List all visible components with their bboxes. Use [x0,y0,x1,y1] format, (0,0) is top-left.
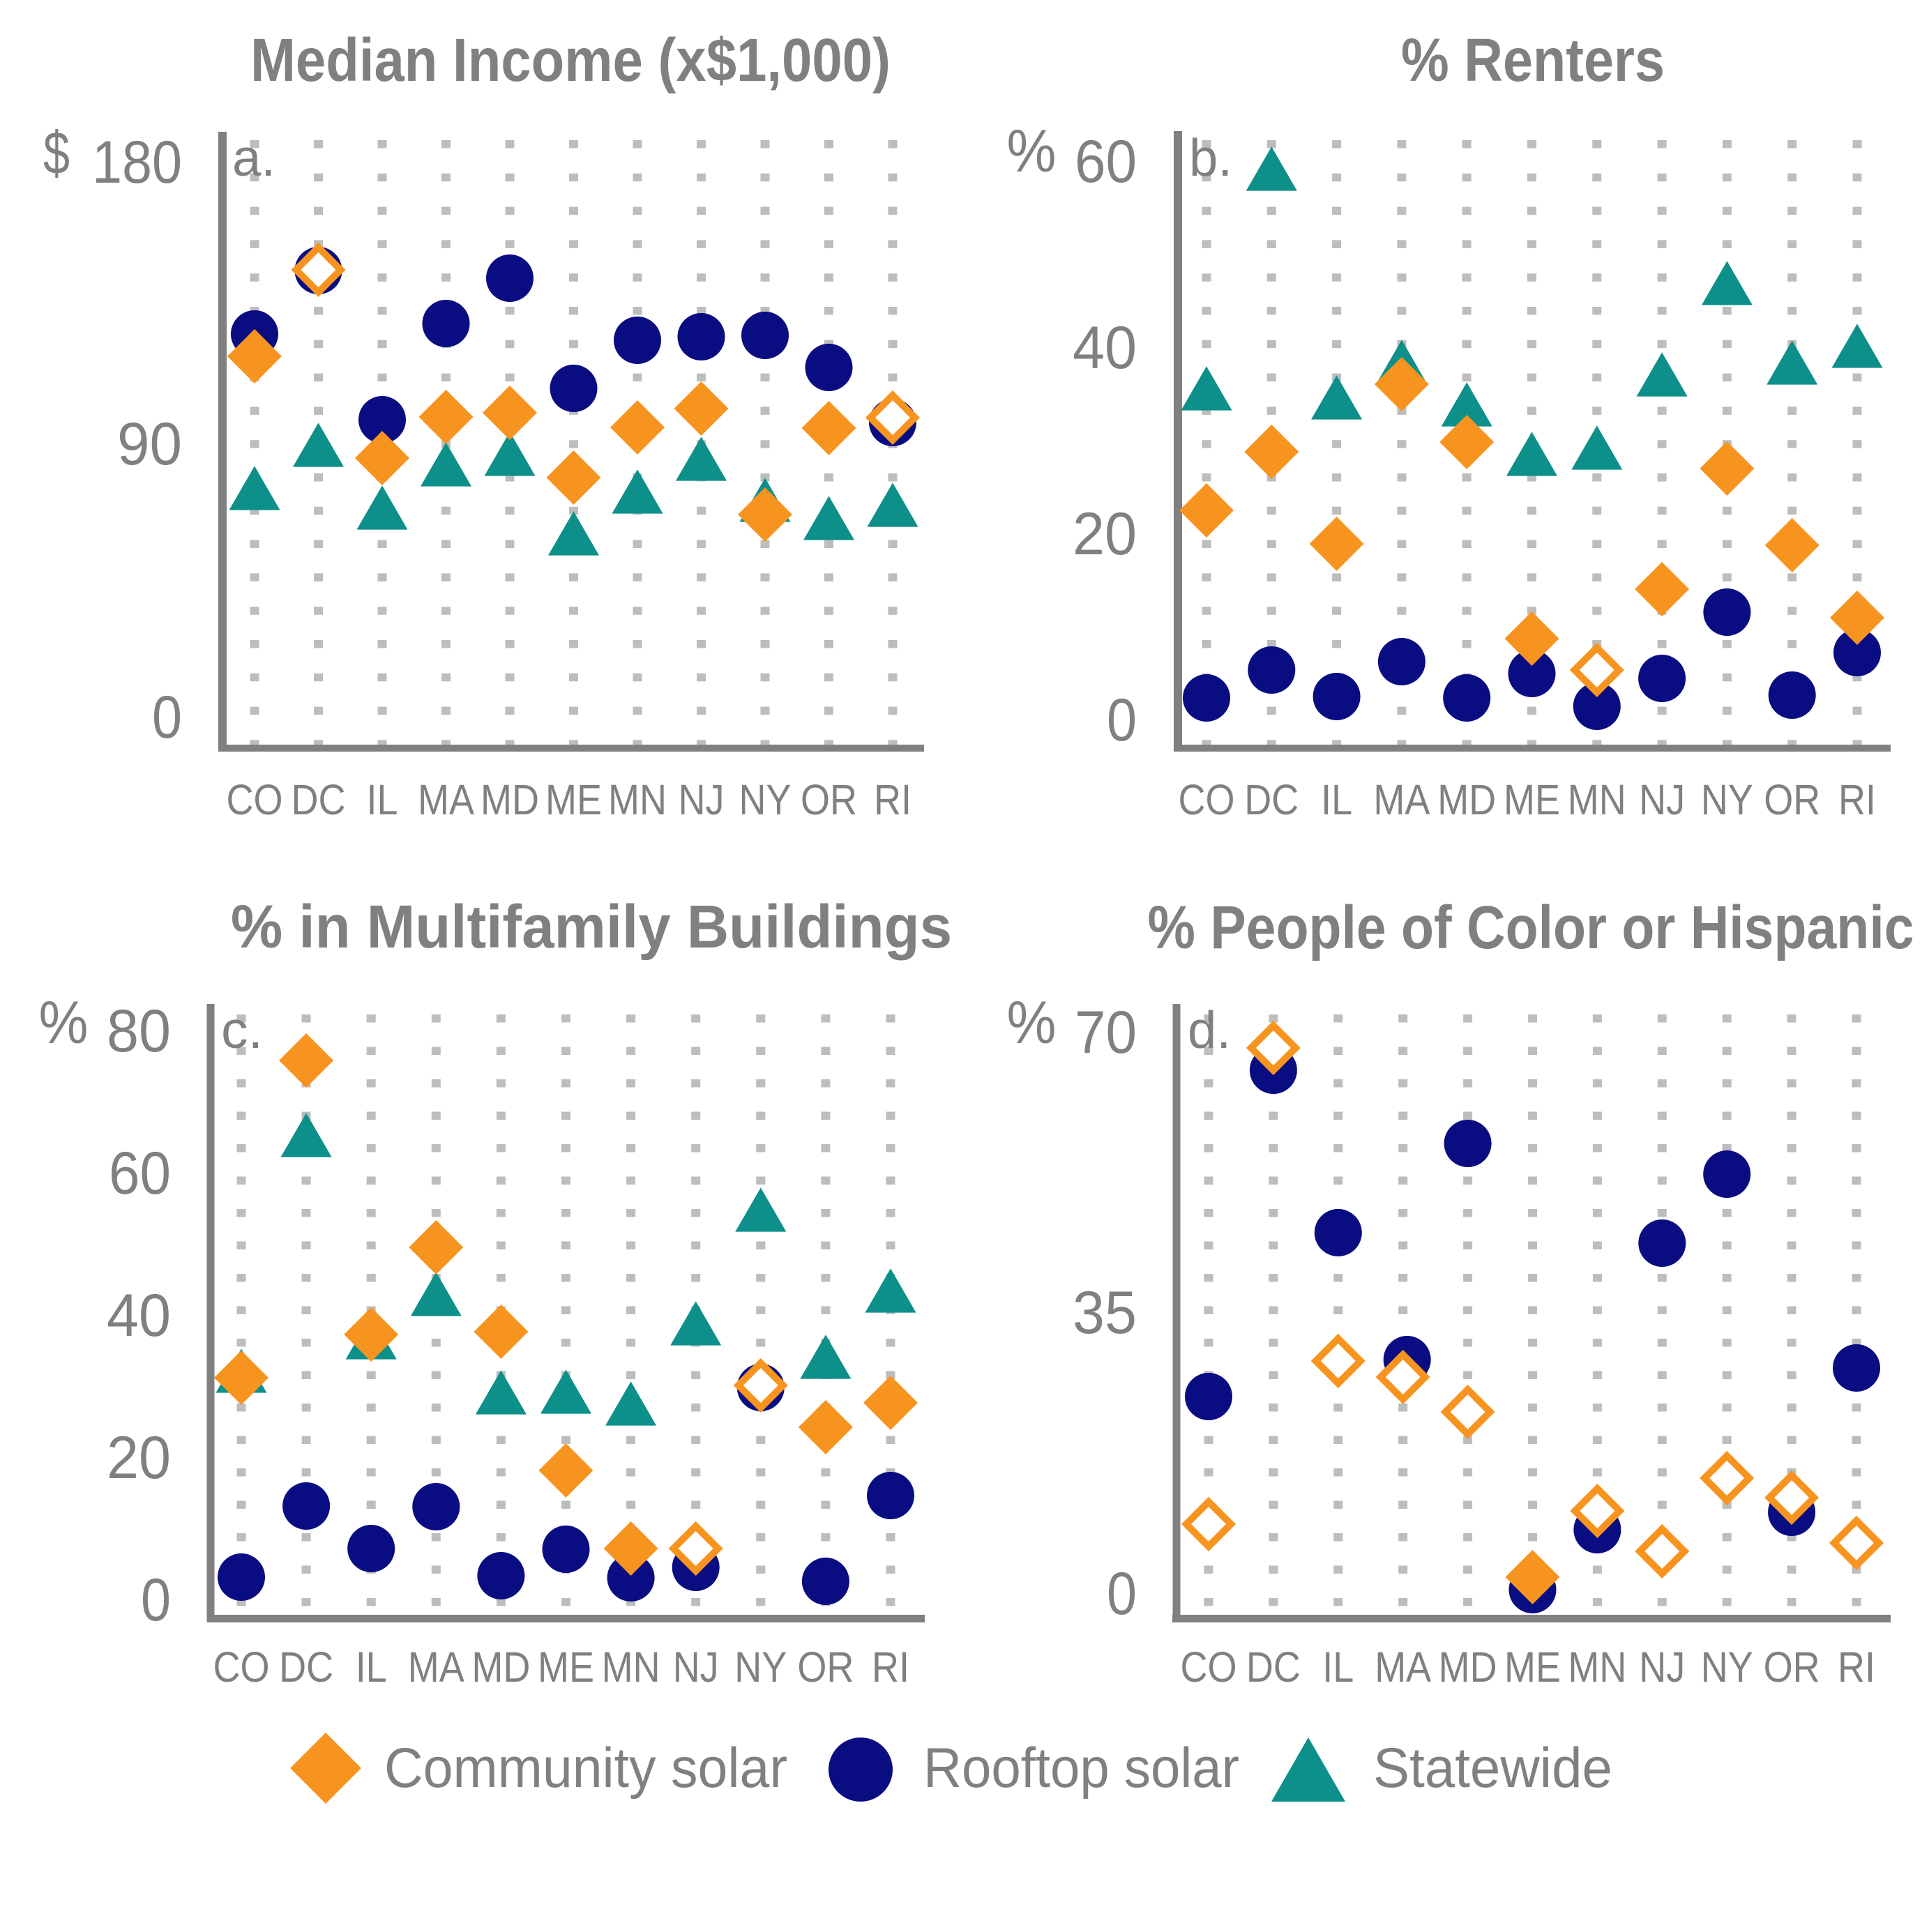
svg-text:MN: MN [602,1643,660,1691]
svg-text:DC: DC [1244,776,1299,823]
svg-text:MD: MD [471,1643,530,1691]
svg-text:ME: ME [1504,776,1560,823]
svg-text:Median Income (x$1,000): Median Income (x$1,000) [250,26,891,94]
svg-text:180: 180 [92,129,182,196]
svg-text:MD: MD [1439,1643,1497,1691]
svg-text:NY: NY [1701,1643,1753,1691]
svg-text:OR: OR [801,776,857,823]
svg-text:MA: MA [1373,776,1430,823]
svg-text:%: % [1007,989,1057,1056]
svg-text:OR: OR [1764,776,1820,823]
svg-text:80: 80 [107,998,171,1065]
svg-text:ME: ME [1504,1643,1561,1691]
svg-text:% Renters: % Renters [1401,26,1665,94]
svg-text:IL: IL [1322,1643,1354,1691]
svg-text:a.: a. [232,128,275,187]
svg-text:RI: RI [872,1643,909,1691]
svg-text:Statewide: Statewide [1373,1737,1612,1800]
svg-text:DC: DC [292,776,346,823]
svg-text:d.: d. [1188,1001,1231,1059]
svg-text:%: % [39,989,89,1056]
svg-text:OR: OR [797,1643,854,1691]
svg-text:ME: ME [538,1643,594,1691]
svg-text:Community solar: Community solar [384,1737,787,1800]
svg-text:MA: MA [1375,1643,1431,1691]
svg-text:NJ: NJ [1639,1643,1685,1691]
svg-text:20: 20 [107,1424,171,1491]
svg-text:0: 0 [1107,687,1137,754]
svg-text:% in Multifamily Buildings: % in Multifamily Buildings [231,893,952,961]
svg-text:MN: MN [608,776,667,823]
svg-text:% People of Color or Hispanic: % People of Color or Hispanic [1148,894,1914,961]
svg-text:RI: RI [874,776,911,823]
svg-text:DC: DC [1246,1643,1301,1691]
svg-text:40: 40 [1073,314,1137,381]
svg-text:20: 20 [1073,501,1137,568]
svg-text:IL: IL [367,776,398,823]
svg-text:RI: RI [1838,1643,1875,1691]
svg-text:60: 60 [109,1140,171,1207]
svg-text:60: 60 [1075,128,1137,195]
svg-text:IL: IL [1321,776,1352,823]
svg-text:NJ: NJ [673,1643,719,1691]
svg-text:MA: MA [408,1643,464,1691]
svg-text:MD: MD [481,776,539,823]
svg-text:DC: DC [279,1643,333,1691]
svg-text:70: 70 [1075,999,1137,1066]
svg-text:RI: RI [1838,776,1876,823]
svg-text:CO: CO [1181,1643,1237,1691]
svg-text:0: 0 [1107,1560,1137,1627]
svg-text:Rooftop solar: Rooftop solar [923,1737,1239,1800]
svg-text:c.: c. [221,1001,263,1059]
svg-text:MD: MD [1437,776,1496,823]
svg-text:MN: MN [1568,776,1626,823]
svg-text:NY: NY [739,776,792,823]
svg-text:ME: ME [545,776,602,823]
svg-text:0: 0 [152,684,182,751]
svg-text:%: % [1007,118,1057,185]
svg-text:0: 0 [141,1567,171,1634]
svg-text:MN: MN [1568,1643,1626,1691]
svg-text:$: $ [43,120,70,187]
svg-text:90: 90 [117,411,182,478]
svg-text:40: 40 [107,1282,171,1349]
svg-text:IL: IL [356,1643,387,1691]
svg-text:NJ: NJ [1639,776,1685,823]
svg-text:CO: CO [227,776,283,823]
svg-text:b.: b. [1189,128,1232,187]
svg-text:NJ: NJ [679,776,725,823]
svg-text:NY: NY [734,1643,787,1691]
svg-text:CO: CO [1179,776,1235,823]
svg-text:CO: CO [213,1643,270,1691]
svg-text:NY: NY [1701,776,1753,823]
svg-text:MA: MA [418,776,474,823]
svg-text:35: 35 [1073,1279,1137,1346]
svg-text:OR: OR [1764,1643,1820,1691]
